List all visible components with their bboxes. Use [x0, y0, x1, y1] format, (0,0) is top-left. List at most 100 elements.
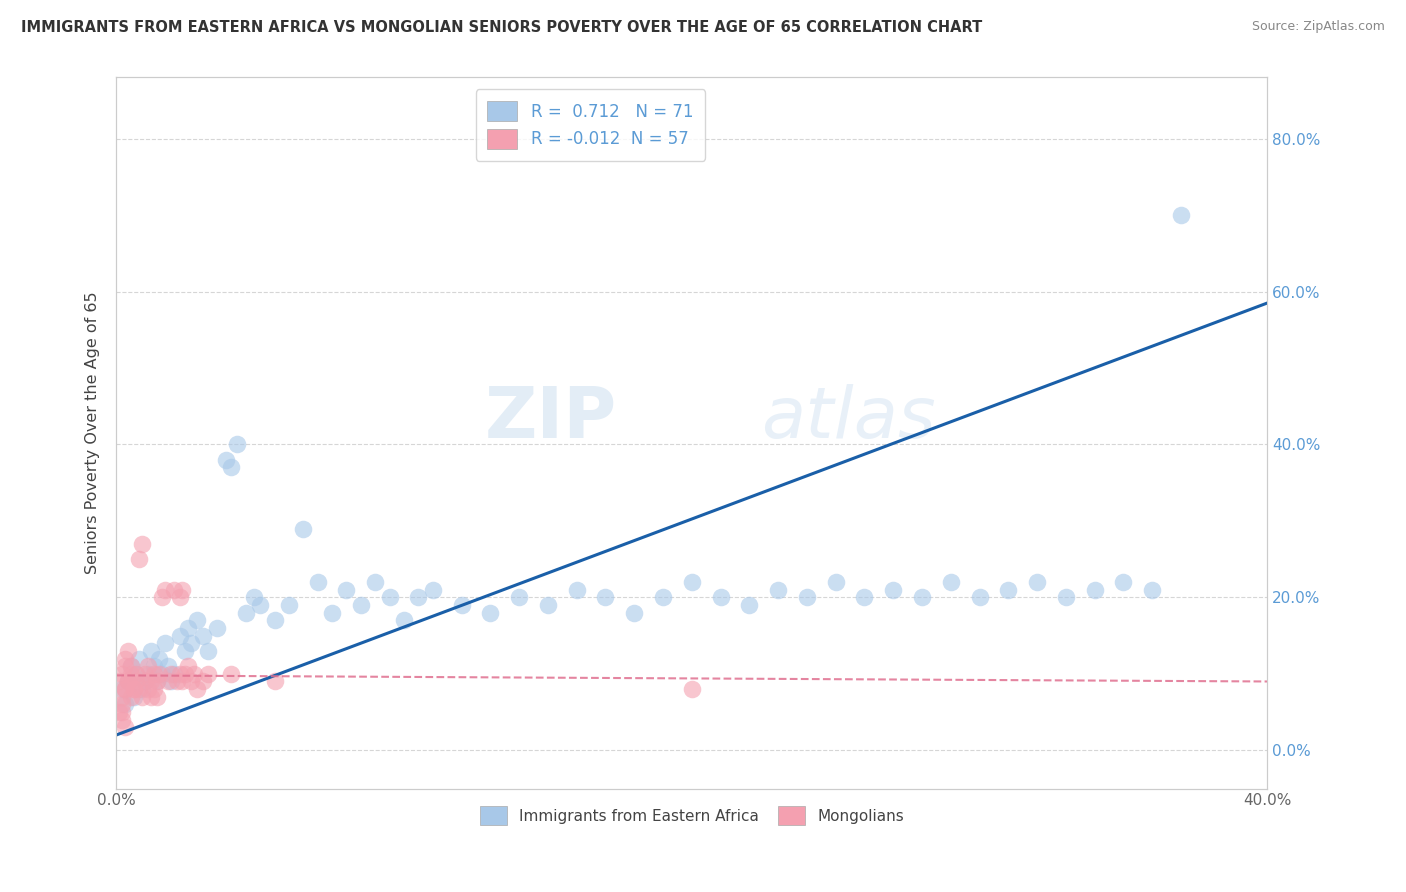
- Point: [128, 552, 150, 566]
- Point: [565, 582, 588, 597]
- Point: [145, 674, 167, 689]
- Point: [157, 659, 180, 673]
- Point: [142, 682, 165, 697]
- Point: [939, 575, 962, 590]
- Point: [163, 582, 186, 597]
- Point: [172, 582, 194, 597]
- Point: [169, 591, 191, 605]
- Point: [1084, 582, 1107, 597]
- Point: [221, 460, 243, 475]
- Point: [153, 636, 176, 650]
- Point: [139, 690, 162, 704]
- Point: [186, 613, 208, 627]
- Legend: Immigrants from Eastern Africa, Mongolians: Immigrants from Eastern Africa, Mongolia…: [471, 797, 912, 834]
- Point: [111, 690, 134, 704]
- Point: [177, 659, 200, 673]
- Point: [131, 682, 153, 697]
- Text: ZIP: ZIP: [485, 384, 617, 453]
- Y-axis label: Seniors Poverty Over the Age of 65: Seniors Poverty Over the Age of 65: [86, 292, 100, 574]
- Point: [681, 575, 703, 590]
- Point: [177, 621, 200, 635]
- Point: [117, 674, 139, 689]
- Point: [122, 690, 145, 704]
- Point: [111, 666, 134, 681]
- Point: [111, 705, 134, 719]
- Point: [681, 682, 703, 697]
- Point: [153, 582, 176, 597]
- Point: [796, 591, 818, 605]
- Point: [321, 606, 343, 620]
- Point: [114, 720, 136, 734]
- Point: [114, 698, 136, 712]
- Point: [125, 666, 148, 681]
- Point: [186, 682, 208, 697]
- Point: [160, 674, 183, 689]
- Point: [1170, 208, 1192, 222]
- Point: [122, 682, 145, 697]
- Point: [205, 621, 228, 635]
- Point: [134, 666, 156, 681]
- Point: [595, 591, 617, 605]
- Point: [183, 666, 205, 681]
- Point: [145, 674, 167, 689]
- Point: [111, 682, 134, 697]
- Point: [226, 437, 249, 451]
- Point: [157, 674, 180, 689]
- Text: Source: ZipAtlas.com: Source: ZipAtlas.com: [1251, 20, 1385, 33]
- Point: [997, 582, 1019, 597]
- Point: [1054, 591, 1077, 605]
- Point: [120, 659, 142, 673]
- Point: [150, 591, 173, 605]
- Point: [160, 666, 183, 681]
- Point: [378, 591, 401, 605]
- Point: [1112, 575, 1135, 590]
- Point: [191, 674, 214, 689]
- Point: [214, 452, 236, 467]
- Point: [128, 682, 150, 697]
- Point: [263, 613, 285, 627]
- Point: [172, 674, 194, 689]
- Point: [136, 682, 159, 697]
- Point: [117, 674, 139, 689]
- Point: [537, 598, 560, 612]
- Point: [117, 674, 139, 689]
- Point: [249, 598, 271, 612]
- Point: [120, 690, 142, 704]
- Text: IMMIGRANTS FROM EASTERN AFRICA VS MONGOLIAN SENIORS POVERTY OVER THE AGE OF 65 C: IMMIGRANTS FROM EASTERN AFRICA VS MONGOL…: [21, 20, 983, 35]
- Point: [191, 629, 214, 643]
- Point: [122, 682, 145, 697]
- Point: [307, 575, 329, 590]
- Point: [114, 659, 136, 673]
- Point: [364, 575, 387, 590]
- Point: [139, 644, 162, 658]
- Point: [243, 591, 266, 605]
- Point: [710, 591, 733, 605]
- Point: [422, 582, 444, 597]
- Point: [117, 644, 139, 658]
- Point: [125, 666, 148, 681]
- Point: [125, 674, 148, 689]
- Point: [108, 674, 131, 689]
- Point: [392, 613, 415, 627]
- Point: [111, 713, 134, 727]
- Point: [150, 666, 173, 681]
- Point: [111, 698, 134, 712]
- Point: [131, 690, 153, 704]
- Point: [174, 644, 197, 658]
- Point: [114, 682, 136, 697]
- Point: [128, 651, 150, 665]
- Point: [221, 666, 243, 681]
- Point: [1142, 582, 1164, 597]
- Point: [1026, 575, 1049, 590]
- Point: [180, 636, 202, 650]
- Point: [853, 591, 876, 605]
- Point: [450, 598, 472, 612]
- Point: [131, 537, 153, 551]
- Point: [136, 659, 159, 673]
- Point: [263, 674, 285, 689]
- Point: [766, 582, 789, 597]
- Point: [479, 606, 502, 620]
- Point: [134, 674, 156, 689]
- Point: [166, 674, 188, 689]
- Point: [139, 674, 162, 689]
